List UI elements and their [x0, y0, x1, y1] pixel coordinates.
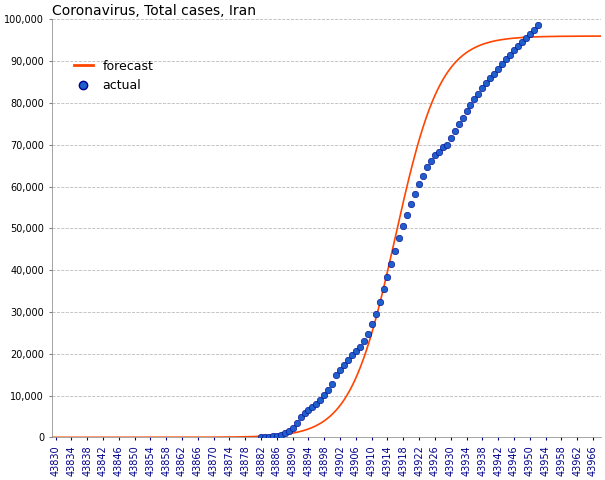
- Point: [296, 414, 306, 421]
- Point: [299, 409, 309, 417]
- Point: [402, 211, 412, 219]
- Point: [458, 114, 468, 122]
- Point: [257, 433, 266, 441]
- Point: [276, 431, 286, 439]
- Point: [533, 21, 543, 29]
- Point: [351, 348, 361, 355]
- Point: [474, 90, 483, 97]
- Point: [382, 273, 392, 281]
- Point: [304, 406, 313, 414]
- Point: [359, 337, 368, 345]
- Point: [379, 286, 388, 293]
- Point: [315, 396, 325, 404]
- Point: [434, 148, 443, 156]
- Point: [430, 151, 440, 158]
- Point: [407, 201, 416, 208]
- Point: [442, 141, 451, 148]
- Point: [410, 190, 420, 198]
- Point: [292, 419, 301, 426]
- Point: [312, 400, 321, 408]
- Point: [374, 299, 384, 306]
- Point: [446, 134, 456, 142]
- Point: [418, 172, 428, 180]
- Point: [482, 79, 491, 87]
- Point: [426, 156, 436, 164]
- Legend: forecast, actual: forecast, actual: [69, 55, 159, 97]
- Point: [332, 371, 341, 379]
- Point: [280, 430, 290, 437]
- Point: [513, 42, 523, 50]
- Point: [319, 391, 329, 399]
- Point: [339, 361, 349, 369]
- Point: [454, 120, 463, 128]
- Point: [327, 380, 337, 388]
- Point: [466, 101, 476, 109]
- Point: [529, 26, 538, 34]
- Point: [335, 366, 345, 373]
- Point: [371, 311, 381, 318]
- Point: [363, 330, 373, 337]
- Point: [489, 70, 499, 77]
- Point: [343, 357, 353, 364]
- Point: [367, 321, 376, 328]
- Point: [394, 235, 404, 242]
- Point: [505, 51, 515, 59]
- Point: [462, 108, 471, 115]
- Point: [288, 424, 298, 432]
- Point: [268, 432, 278, 440]
- Point: [414, 180, 424, 188]
- Point: [284, 427, 293, 435]
- Point: [347, 351, 357, 359]
- Point: [501, 55, 511, 63]
- Point: [438, 144, 448, 151]
- Point: [517, 38, 527, 46]
- Point: [387, 260, 396, 268]
- Point: [493, 65, 503, 72]
- Text: Coronavirus, Total cases, Iran: Coronavirus, Total cases, Iran: [51, 4, 256, 18]
- Point: [469, 96, 479, 103]
- Point: [324, 386, 333, 394]
- Point: [497, 60, 507, 68]
- Point: [521, 34, 531, 41]
- Point: [272, 432, 282, 440]
- Point: [509, 47, 518, 54]
- Point: [355, 343, 365, 351]
- Point: [450, 127, 459, 135]
- Point: [307, 404, 317, 411]
- Point: [422, 164, 432, 171]
- Point: [485, 74, 495, 82]
- Point: [399, 223, 408, 230]
- Point: [477, 84, 487, 92]
- Point: [391, 247, 401, 255]
- Point: [264, 433, 274, 441]
- Point: [525, 30, 535, 38]
- Point: [260, 433, 270, 441]
